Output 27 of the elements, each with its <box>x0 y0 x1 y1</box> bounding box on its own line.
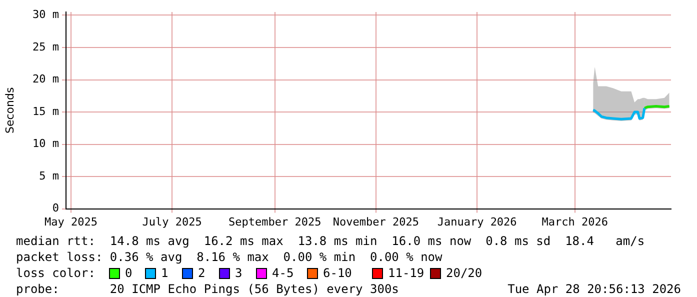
text: 1 <box>161 266 168 280</box>
text: median rtt: 14.8 ms avg 16.2 ms max 13.8 ms min 16.0 ms now 0.8 ms sd 18.4 am/s <box>16 234 645 248</box>
text: 11-19 <box>388 266 424 280</box>
x-tick-label: July 2025 <box>142 215 202 228</box>
text: 6-10 <box>323 266 352 280</box>
text: probe: 20 ICMP Echo Pings (56 Bytes) every 300s <box>16 282 399 296</box>
y-tick-label: 15 m <box>32 104 60 118</box>
y-axis-title: Seconds <box>3 87 16 134</box>
text: 0 <box>125 266 132 280</box>
text: loss color: <box>16 266 96 280</box>
y-tick-label: 20 m <box>32 72 60 86</box>
text: Tue Apr 28 20:56:13 2026 <box>508 282 681 296</box>
y-tick-label: 10 m <box>32 137 60 150</box>
text: 4-5 <box>272 266 294 280</box>
x-tick-label: January 2026 <box>437 215 517 228</box>
text: 2 <box>198 266 206 280</box>
x-tick-label: September 2025 <box>228 215 322 228</box>
text: packet loss: 0.36 % avg 8.16 % max 0.00 % min 0.00 % now <box>16 250 442 264</box>
y-tick-label: 30 m <box>32 8 60 22</box>
x-tick-label: March 2026 <box>542 215 608 228</box>
text: 20/20 <box>446 266 482 280</box>
y-tick-label: 25 m <box>32 40 60 54</box>
y-tick-label: 5 m <box>39 169 60 182</box>
text: 3 <box>235 266 242 280</box>
x-tick-label: November 2025 <box>332 215 420 228</box>
y-tick-label: 0 <box>52 202 59 215</box>
x-tick-label: May 2025 <box>44 215 98 228</box>
